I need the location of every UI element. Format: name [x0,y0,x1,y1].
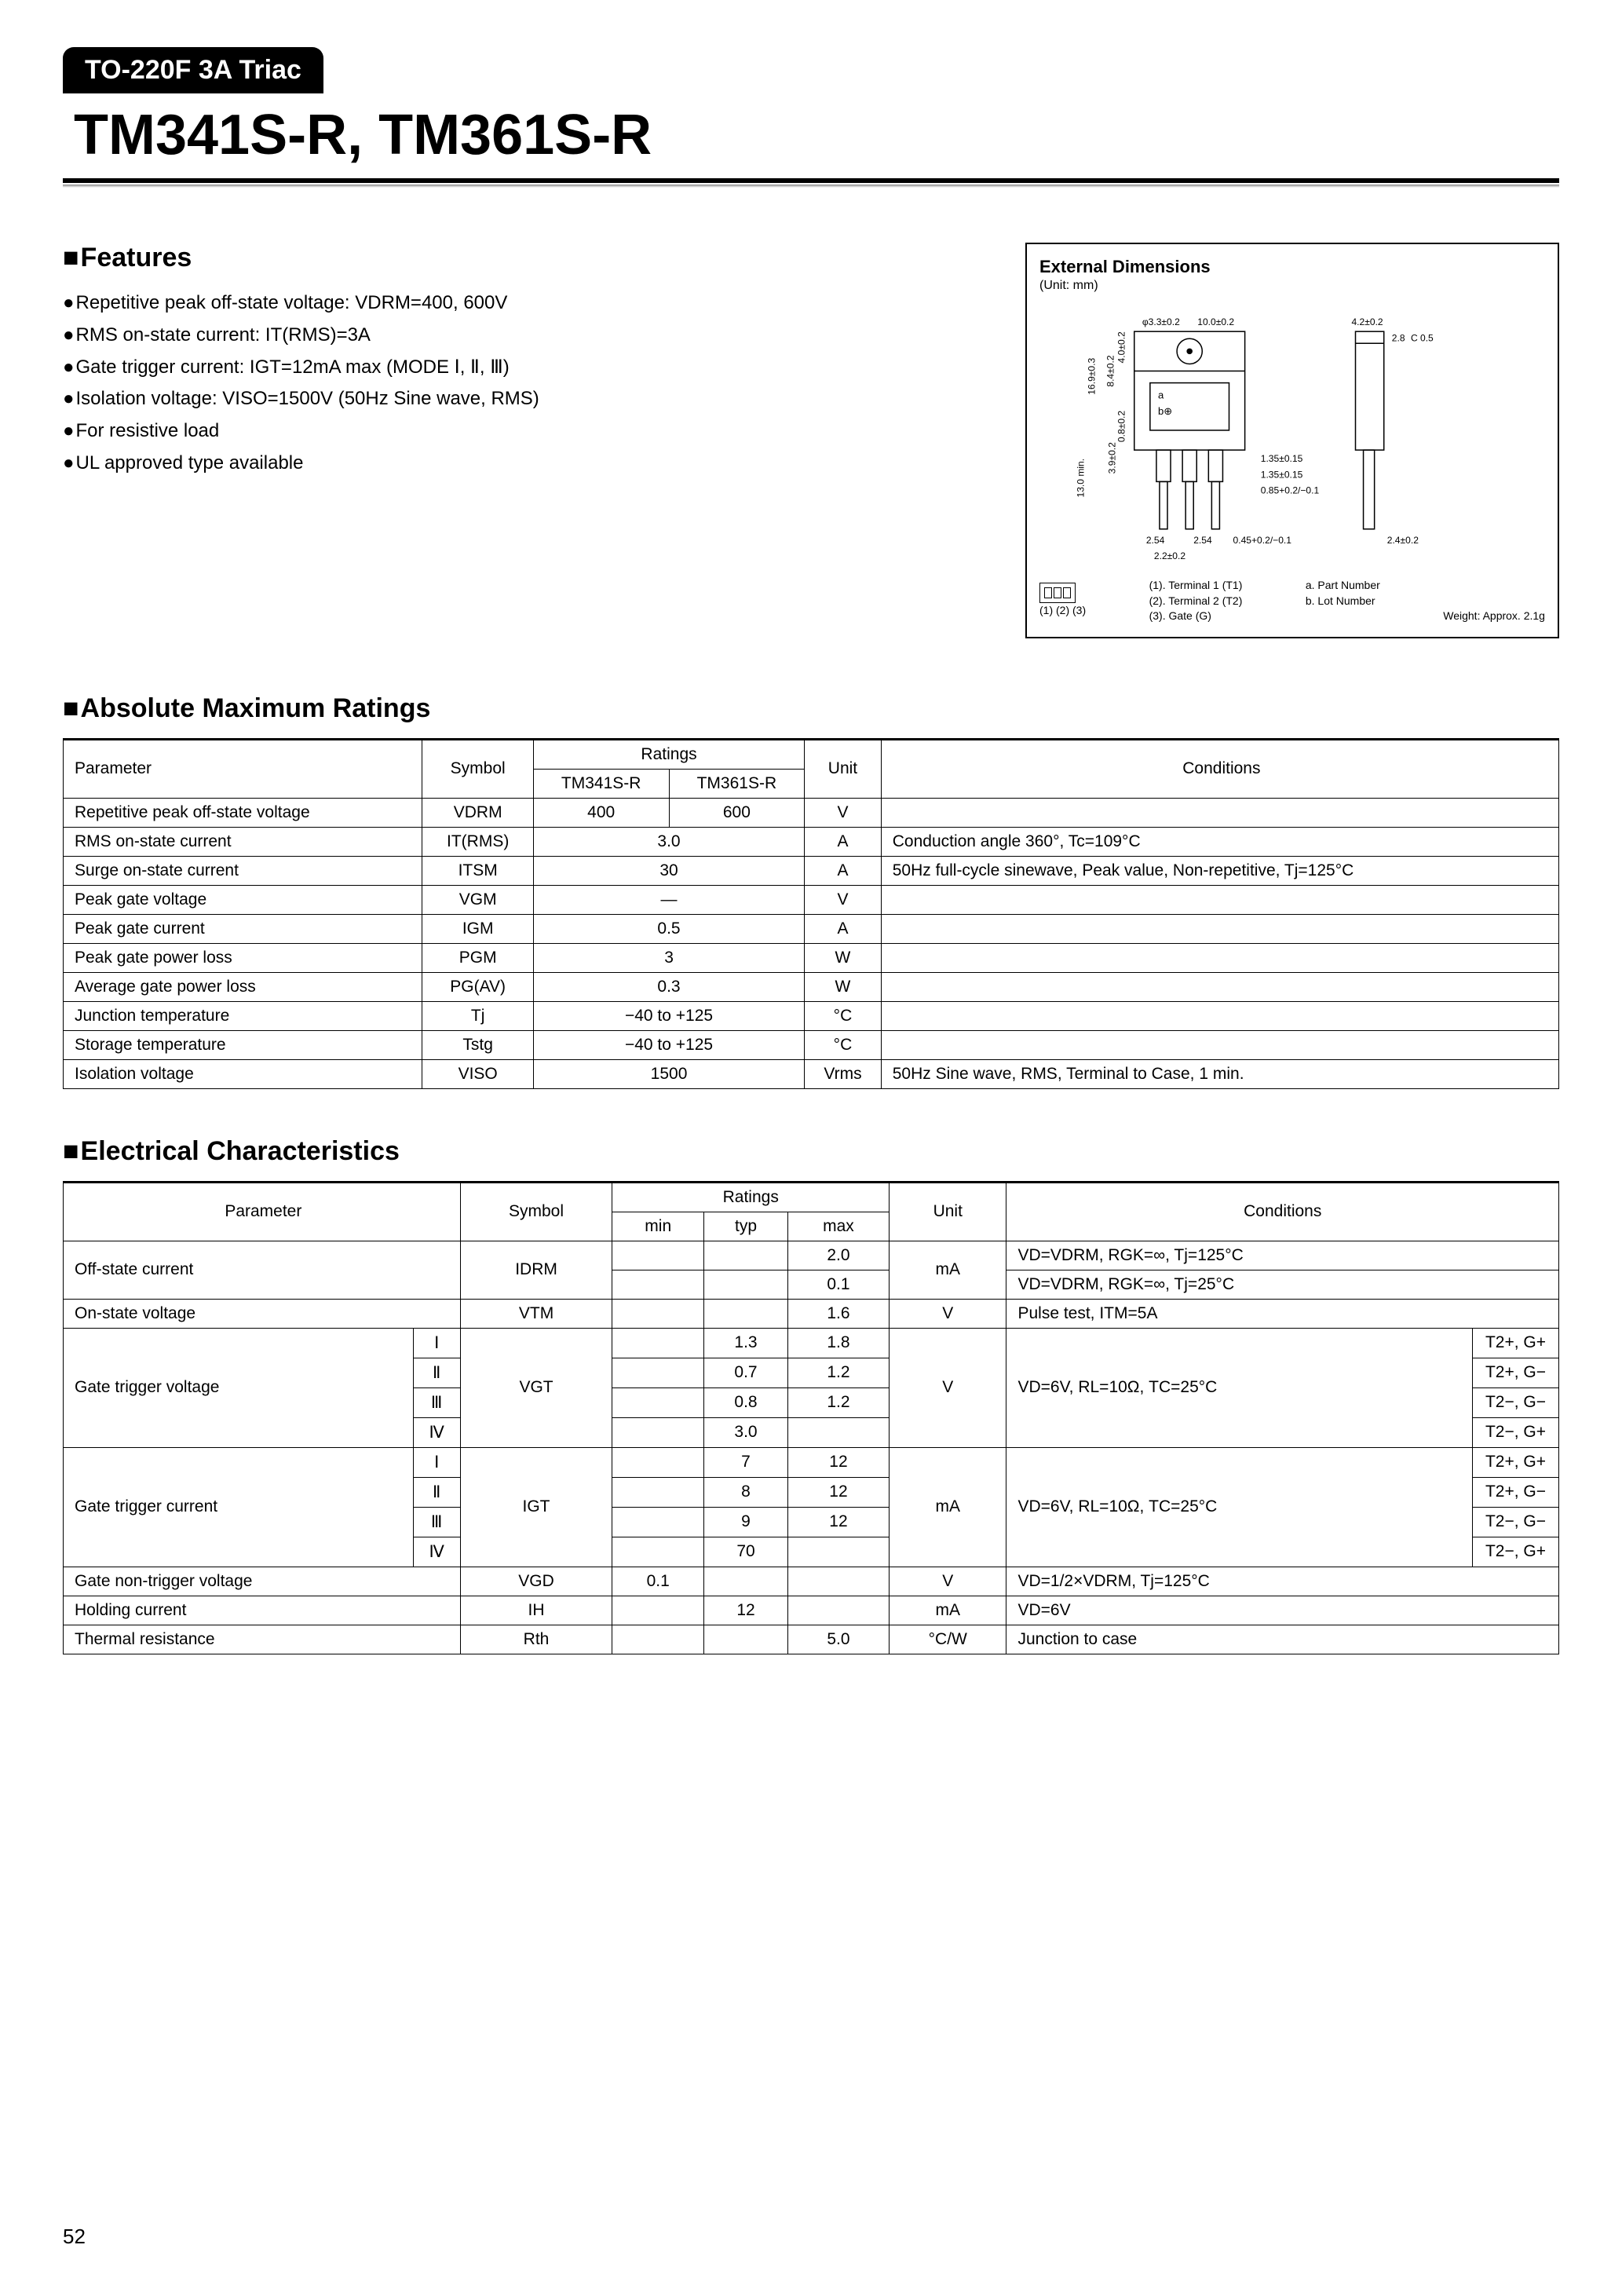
feature-item: RMS on-state current: IT(RMS)=3A [63,320,986,352]
ec-table: Parameter Symbol Ratings Unit Conditions… [63,1181,1559,1654]
svg-text:2.2±0.2: 2.2±0.2 [1154,550,1185,561]
svg-text:2.54: 2.54 [1146,535,1165,546]
legend-terminal-1: (1). Terminal 1 (T1) [1149,578,1243,594]
svg-text:3.9±0.2: 3.9±0.2 [1107,442,1118,473]
col-unit: Unit [805,739,882,798]
features-list: Repetitive peak off-state voltage: VDRM=… [63,287,986,480]
table-row: Holding currentIH12mAVD=6V [64,1596,1559,1625]
features-heading: Features [63,243,986,273]
feature-item: Isolation voltage: VISO=1500V (50Hz Sine… [63,383,986,415]
table-row: Isolation voltageVISO1500Vrms50Hz Sine w… [64,1059,1559,1088]
feature-item: UL approved type available [63,448,986,480]
svg-text:2.54: 2.54 [1193,535,1212,546]
svg-text:1.35±0.15: 1.35±0.15 [1261,453,1303,464]
legend-gate: (3). Gate (G) [1149,609,1243,624]
table-row: Thermal resistanceRth5.0°C/WJunction to … [64,1625,1559,1654]
col-unit: Unit [890,1182,1006,1241]
svg-text:13.0 min.: 13.0 min. [1075,459,1086,498]
legend-lot-number: b. Lot Number [1306,594,1380,609]
col-typ: typ [704,1212,788,1241]
diagram-title: External Dimensions [1039,257,1545,277]
table-row: Average gate power lossPG(AV)0.3W [64,972,1559,1001]
legend-terminal-2: (2). Terminal 2 (T2) [1149,594,1243,609]
page-title: TM341S-R, TM361S-R [63,97,1559,183]
svg-text:2.4±0.2: 2.4±0.2 [1387,535,1419,546]
svg-text:8.4±0.2: 8.4±0.2 [1105,355,1116,386]
legend-weight: Weight: Approx. 2.1g [1443,609,1545,624]
title-divider [63,185,1559,188]
table-row: RMS on-state currentIT(RMS)3.0AConductio… [64,827,1559,856]
dimensions-diagram: External Dimensions (Unit: mm) a b⊕ [1025,243,1559,638]
svg-text:C 0.5: C 0.5 [1411,332,1434,343]
svg-text:4.0±0.2: 4.0±0.2 [1116,331,1127,363]
col-ratings: Ratings [533,739,804,769]
col-min: min [612,1212,704,1241]
table-row: Surge on-state currentITSM30A50Hz full-c… [64,856,1559,885]
col-max: max [787,1212,889,1241]
amr-heading: Absolute Maximum Ratings [63,693,1559,724]
col-conditions: Conditions [1006,1182,1559,1241]
svg-text:16.9±0.3: 16.9±0.3 [1086,358,1097,395]
page-number: 52 [63,2225,86,2249]
pin-labels: (1) (2) (3) [1039,603,1086,619]
col-conditions: Conditions [881,739,1558,798]
table-row: On-state voltageVTM1.6VPulse test, ITM=5… [64,1299,1559,1328]
amr-table: Parameter Symbol Ratings Unit Conditions… [63,738,1559,1089]
table-row: Peak gate voltageVGM—V [64,885,1559,914]
table-row: Gate trigger voltageⅠVGT1.31.8VVD=6V, RL… [64,1328,1559,1358]
table-row: Junction temperatureTj−40 to +125°C [64,1001,1559,1030]
feature-item: For resistive load [63,415,986,448]
svg-text:φ3.3±0.2: φ3.3±0.2 [1142,316,1180,327]
svg-text:0.45+0.2/−0.1: 0.45+0.2/−0.1 [1233,535,1292,546]
feature-item: Gate trigger current: IGT=12mA max (MODE… [63,352,986,384]
svg-text:b⊕: b⊕ [1158,405,1172,417]
table-row: Off-state currentIDRM2.0mAVD=VDRM, RGK=∞… [64,1241,1559,1270]
table-row: Gate non-trigger voltageVGD0.1VVD=1/2×VD… [64,1567,1559,1596]
col-model-2: TM361S-R [669,769,805,798]
table-row: Peak gate power lossPGM3W [64,943,1559,972]
diagram-unit: (Unit: mm) [1039,279,1545,293]
table-row: Peak gate currentIGM0.5A [64,914,1559,943]
ec-heading: Electrical Characteristics [63,1136,1559,1167]
table-row: Gate trigger currentⅠIGT712mAVD=6V, RL=1… [64,1447,1559,1477]
table-row: Repetitive peak off-state voltageVDRM400… [64,798,1559,827]
svg-text:10.0±0.2: 10.0±0.2 [1197,316,1234,327]
col-parameter: Parameter [64,1182,461,1241]
feature-item: Repetitive peak off-state voltage: VDRM=… [63,287,986,320]
svg-text:2.8: 2.8 [1392,332,1405,343]
col-parameter: Parameter [64,739,422,798]
svg-text:4.2±0.2: 4.2±0.2 [1351,316,1383,327]
legend-part-number: a. Part Number [1306,578,1380,594]
svg-text:0.85+0.2/−0.1: 0.85+0.2/−0.1 [1261,484,1320,495]
col-symbol: Symbol [422,739,533,798]
col-ratings: Ratings [612,1182,890,1212]
table-row: Storage temperatureTstg−40 to +125°C [64,1030,1559,1059]
package-drawing: a b⊕ φ3.3±0.2 10.0±0.2 4.2±0.2 2.8 C 0.5 [1039,301,1545,568]
svg-text:1.35±0.15: 1.35±0.15 [1261,469,1303,480]
pin-diagram-icon [1039,583,1076,603]
col-symbol: Symbol [460,1182,612,1241]
header-badge: TO-220F 3A Triac [63,47,323,93]
svg-text:0.8±0.2: 0.8±0.2 [1116,411,1127,442]
svg-text:a: a [1158,389,1164,401]
col-model-1: TM341S-R [533,769,669,798]
